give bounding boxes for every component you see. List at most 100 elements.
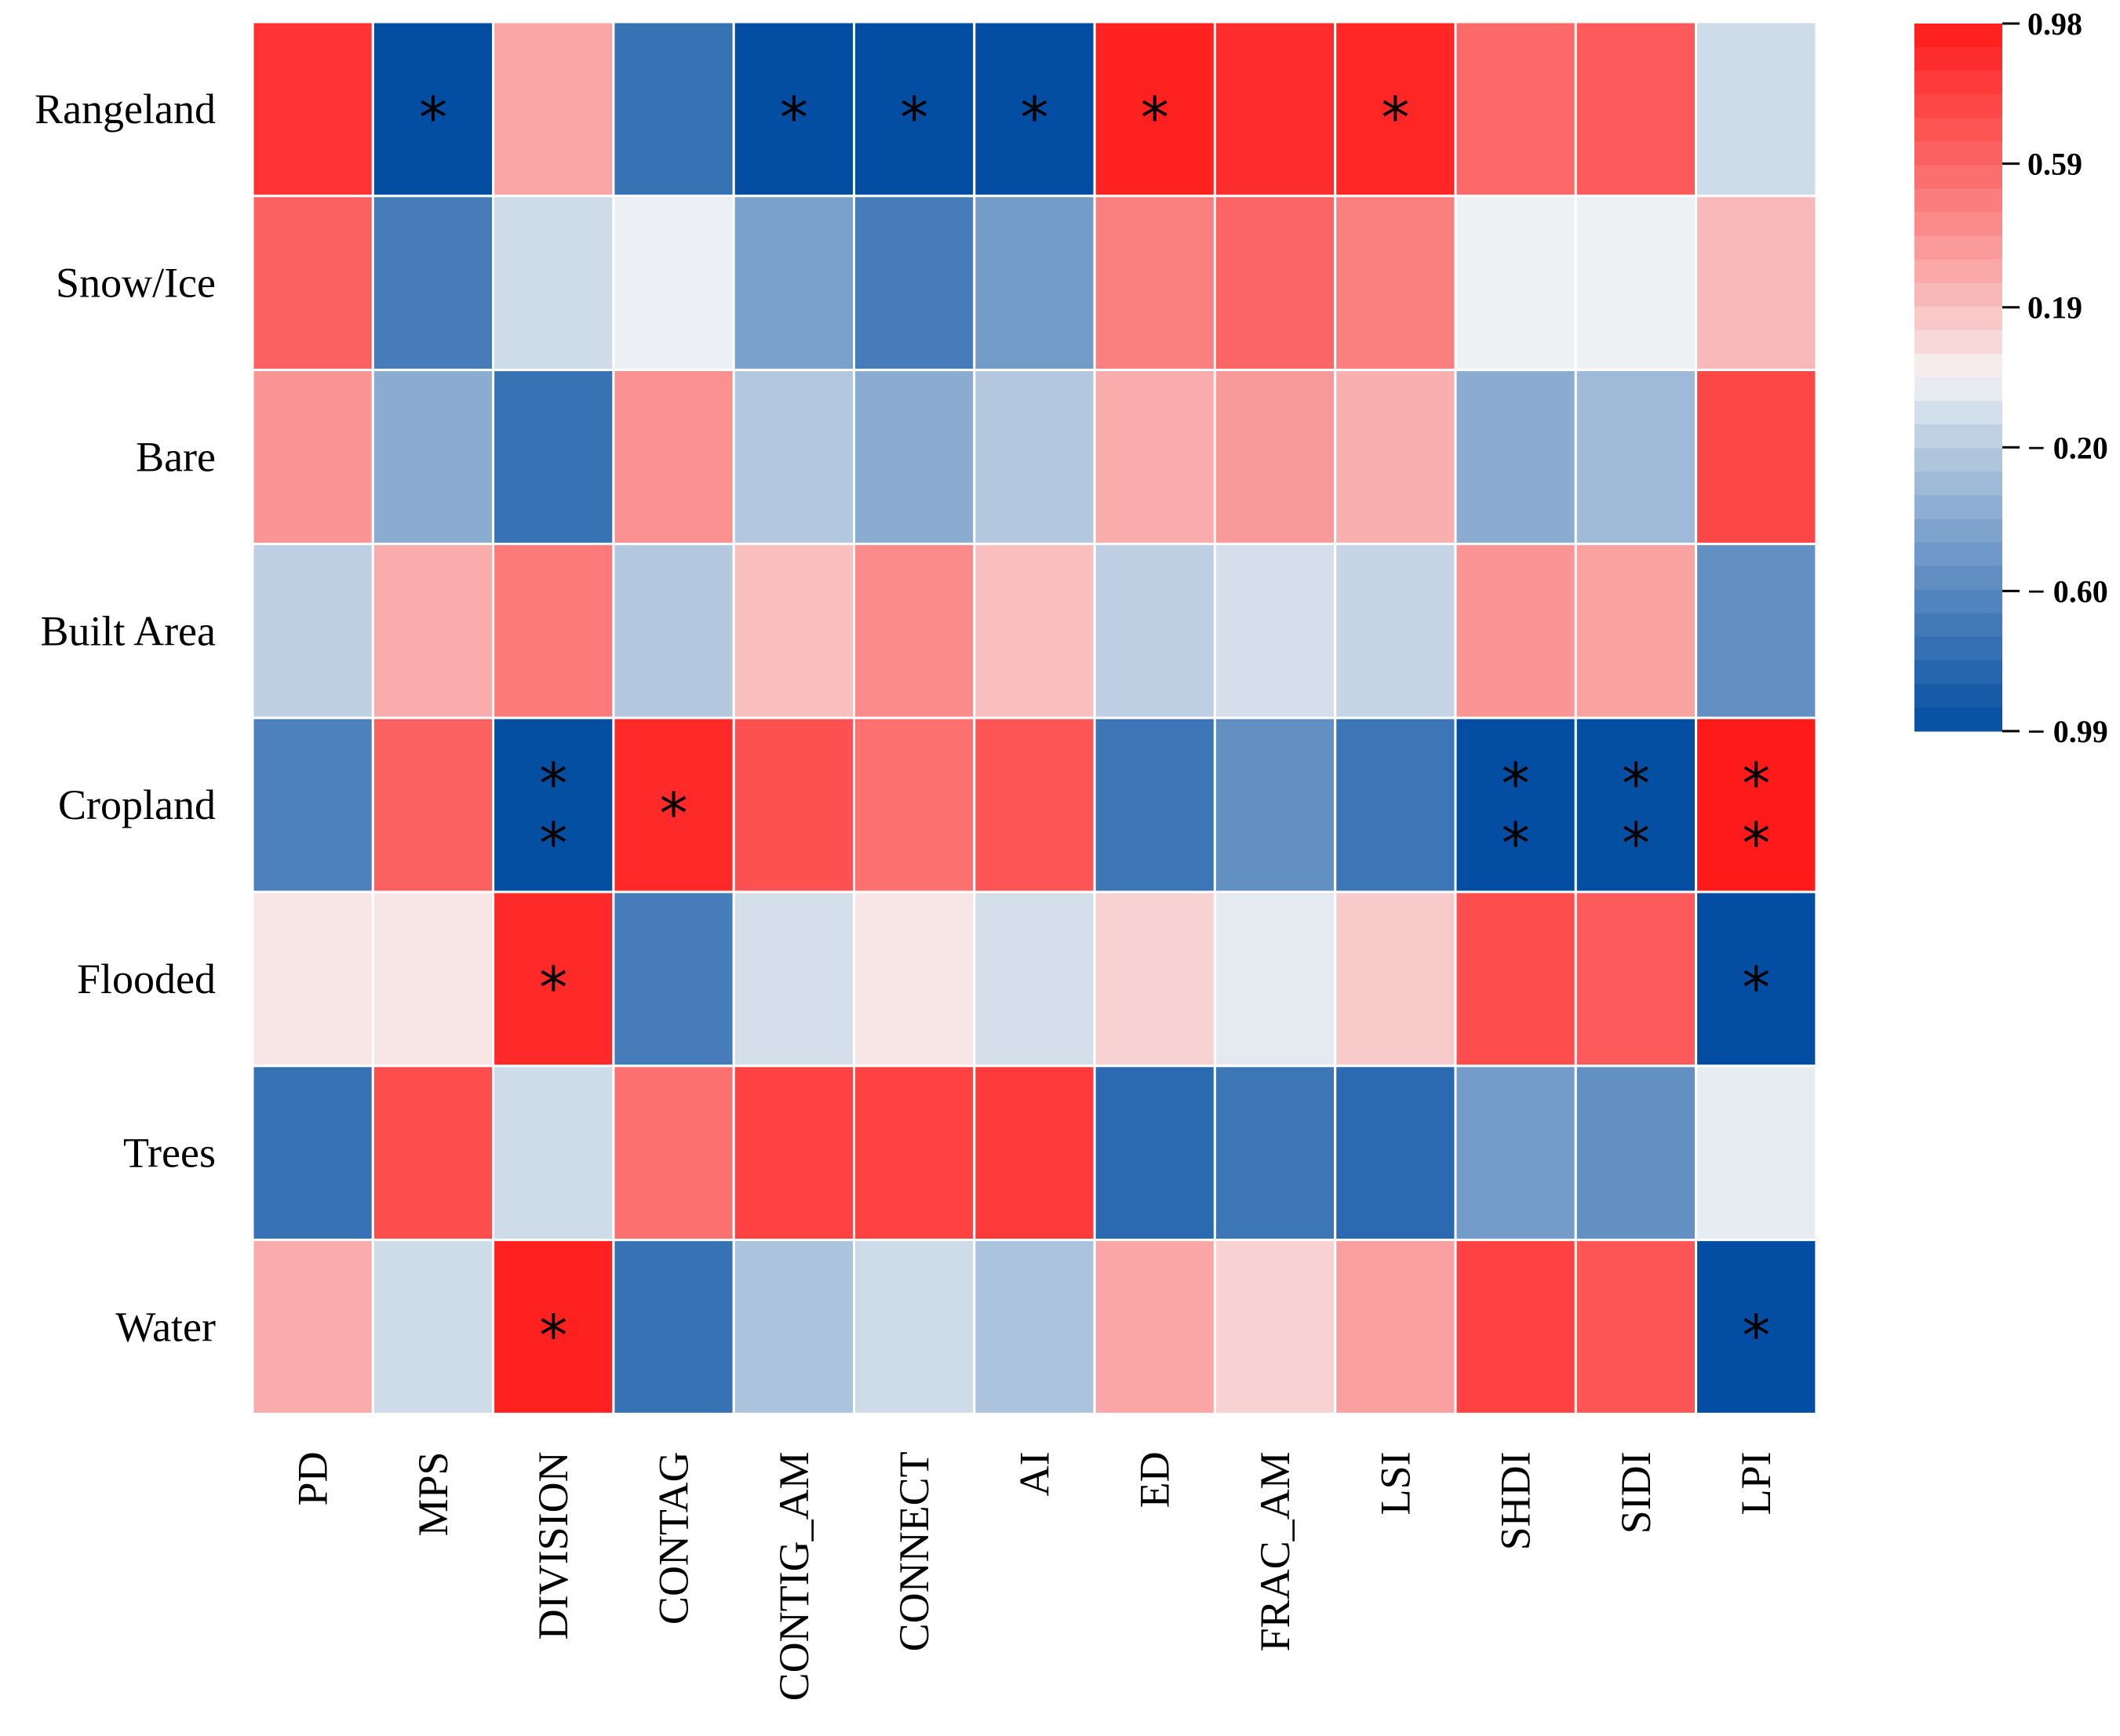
colorbar-segment <box>1914 519 2002 544</box>
heatmap-cell <box>973 195 1096 372</box>
colorbar-segment <box>1914 141 2002 166</box>
column-label: AI <box>1011 1451 1058 1496</box>
significance-star: * <box>419 85 447 151</box>
heatmap-cell <box>1695 1065 1818 1242</box>
heatmap-cell <box>612 1065 735 1242</box>
heatmap-cell <box>1454 890 1577 1068</box>
colorbar-tick-label: 0.98 <box>2027 6 2082 42</box>
row-label: Snow/Ice <box>56 260 216 307</box>
column-label: FRAC_AM <box>1251 1451 1299 1651</box>
heatmap-cell <box>973 890 1096 1068</box>
heatmap-cell <box>492 542 615 719</box>
heatmap-cell <box>973 1065 1096 1242</box>
colorbar-segment <box>1914 683 2002 708</box>
heatmap-cell <box>612 20 735 198</box>
heatmap-cell <box>1695 369 1818 545</box>
colorbar-segment <box>1914 448 2002 472</box>
heatmap-cell <box>973 542 1096 719</box>
heatmap-cell <box>732 716 856 893</box>
heatmap-cell <box>1574 542 1698 719</box>
heatmap-cell <box>251 195 374 372</box>
heatmap-cell <box>1695 890 1818 1068</box>
column-label: CONNECT <box>891 1451 938 1651</box>
heatmap-cell <box>612 890 735 1068</box>
heatmap-cell <box>1574 716 1698 893</box>
colorbar-segment <box>1914 377 2002 402</box>
heatmap-cell <box>1213 369 1337 545</box>
significance-star: * <box>1502 810 1530 876</box>
heatmap-cell <box>492 1239 615 1415</box>
heatmap-cell <box>1454 1065 1577 1242</box>
significance-star: * <box>1381 85 1409 151</box>
heatmap-cell <box>1334 890 1457 1068</box>
colorbar-segment <box>1914 188 2002 213</box>
heatmap-cell <box>732 1239 856 1415</box>
heatmap-cell <box>732 20 856 198</box>
heatmap-cell <box>1454 369 1577 545</box>
heatmap-cell <box>1574 1239 1698 1415</box>
heatmap-cell <box>732 369 856 545</box>
heatmap-cell <box>612 542 735 719</box>
heatmap-cell <box>371 1239 495 1415</box>
heatmap-cell <box>1213 1239 1337 1415</box>
heatmap-cell <box>1213 542 1337 719</box>
colorbar-segment <box>1914 660 2002 685</box>
heatmap-cell <box>853 1065 976 1242</box>
significance-star: * <box>539 810 567 876</box>
heatmap-cell <box>1334 369 1457 545</box>
heatmap-cell <box>1574 20 1698 198</box>
heatmap-cell <box>1334 1239 1457 1415</box>
heatmap-cell <box>612 369 735 545</box>
significance-star: * <box>780 85 808 151</box>
heatmap-cell <box>1695 20 1818 198</box>
colorbar-segment <box>1914 401 2002 425</box>
heatmap-cell <box>732 890 856 1068</box>
heatmap-cell <box>1454 716 1577 893</box>
significance-star: * <box>1622 751 1650 817</box>
heatmap-cell <box>1213 1065 1337 1242</box>
heatmap-cell <box>251 890 374 1068</box>
colorbar-segment <box>1914 282 2002 308</box>
colorbar-segment <box>1914 118 2002 142</box>
significance-star: * <box>1742 810 1770 876</box>
heatmap-cell <box>1213 890 1337 1068</box>
heatmap-cell <box>492 890 615 1068</box>
colorbar-segment <box>1914 212 2002 237</box>
colorbar-segment <box>1914 306 2002 331</box>
heatmap-cell <box>1093 369 1216 545</box>
colorbar-segment <box>1914 707 2002 732</box>
colorbar-segment <box>1914 235 2002 260</box>
heatmap-cell <box>1454 1239 1577 1415</box>
colorbar-segment <box>1914 542 2002 567</box>
column-label: CONTIG_AM <box>770 1451 818 1701</box>
row-label: Rangeland <box>35 86 216 133</box>
significance-star: * <box>539 955 567 1021</box>
heatmap-cell <box>1093 1065 1216 1242</box>
significance-star: * <box>1742 751 1770 817</box>
heatmap-cell <box>973 716 1096 893</box>
significance-star: * <box>1020 85 1048 151</box>
significance-star: * <box>1141 85 1169 151</box>
heatmap-cell <box>1574 1065 1698 1242</box>
heatmap-cell <box>371 716 495 893</box>
heatmap-cell <box>732 195 856 372</box>
heatmap-cell <box>371 542 495 719</box>
column-label: SHDI <box>1492 1451 1539 1550</box>
heatmap-cell <box>371 369 495 545</box>
significance-markers: * * * * * *** * ******* ** * <box>419 85 1770 1369</box>
heatmap-cell <box>492 1065 615 1242</box>
colorbar-tick-label: 0.59 <box>2027 147 2082 182</box>
heatmap-cell <box>853 716 976 893</box>
heatmap-cell <box>1334 542 1457 719</box>
significance-star: * <box>1742 955 1770 1021</box>
heatmap-cell <box>1454 20 1577 198</box>
column-label: CONTAG <box>650 1451 698 1625</box>
colorbar-segment <box>1914 94 2002 118</box>
heatmap-cell <box>1574 890 1698 1068</box>
column-label: LPI <box>1732 1451 1779 1515</box>
heatmap-cells <box>251 20 1818 1415</box>
heatmap-cell <box>251 1065 374 1242</box>
colorbar-segment <box>1914 353 2002 378</box>
heatmap-cell <box>1454 542 1577 719</box>
heatmap-cell <box>1093 542 1216 719</box>
